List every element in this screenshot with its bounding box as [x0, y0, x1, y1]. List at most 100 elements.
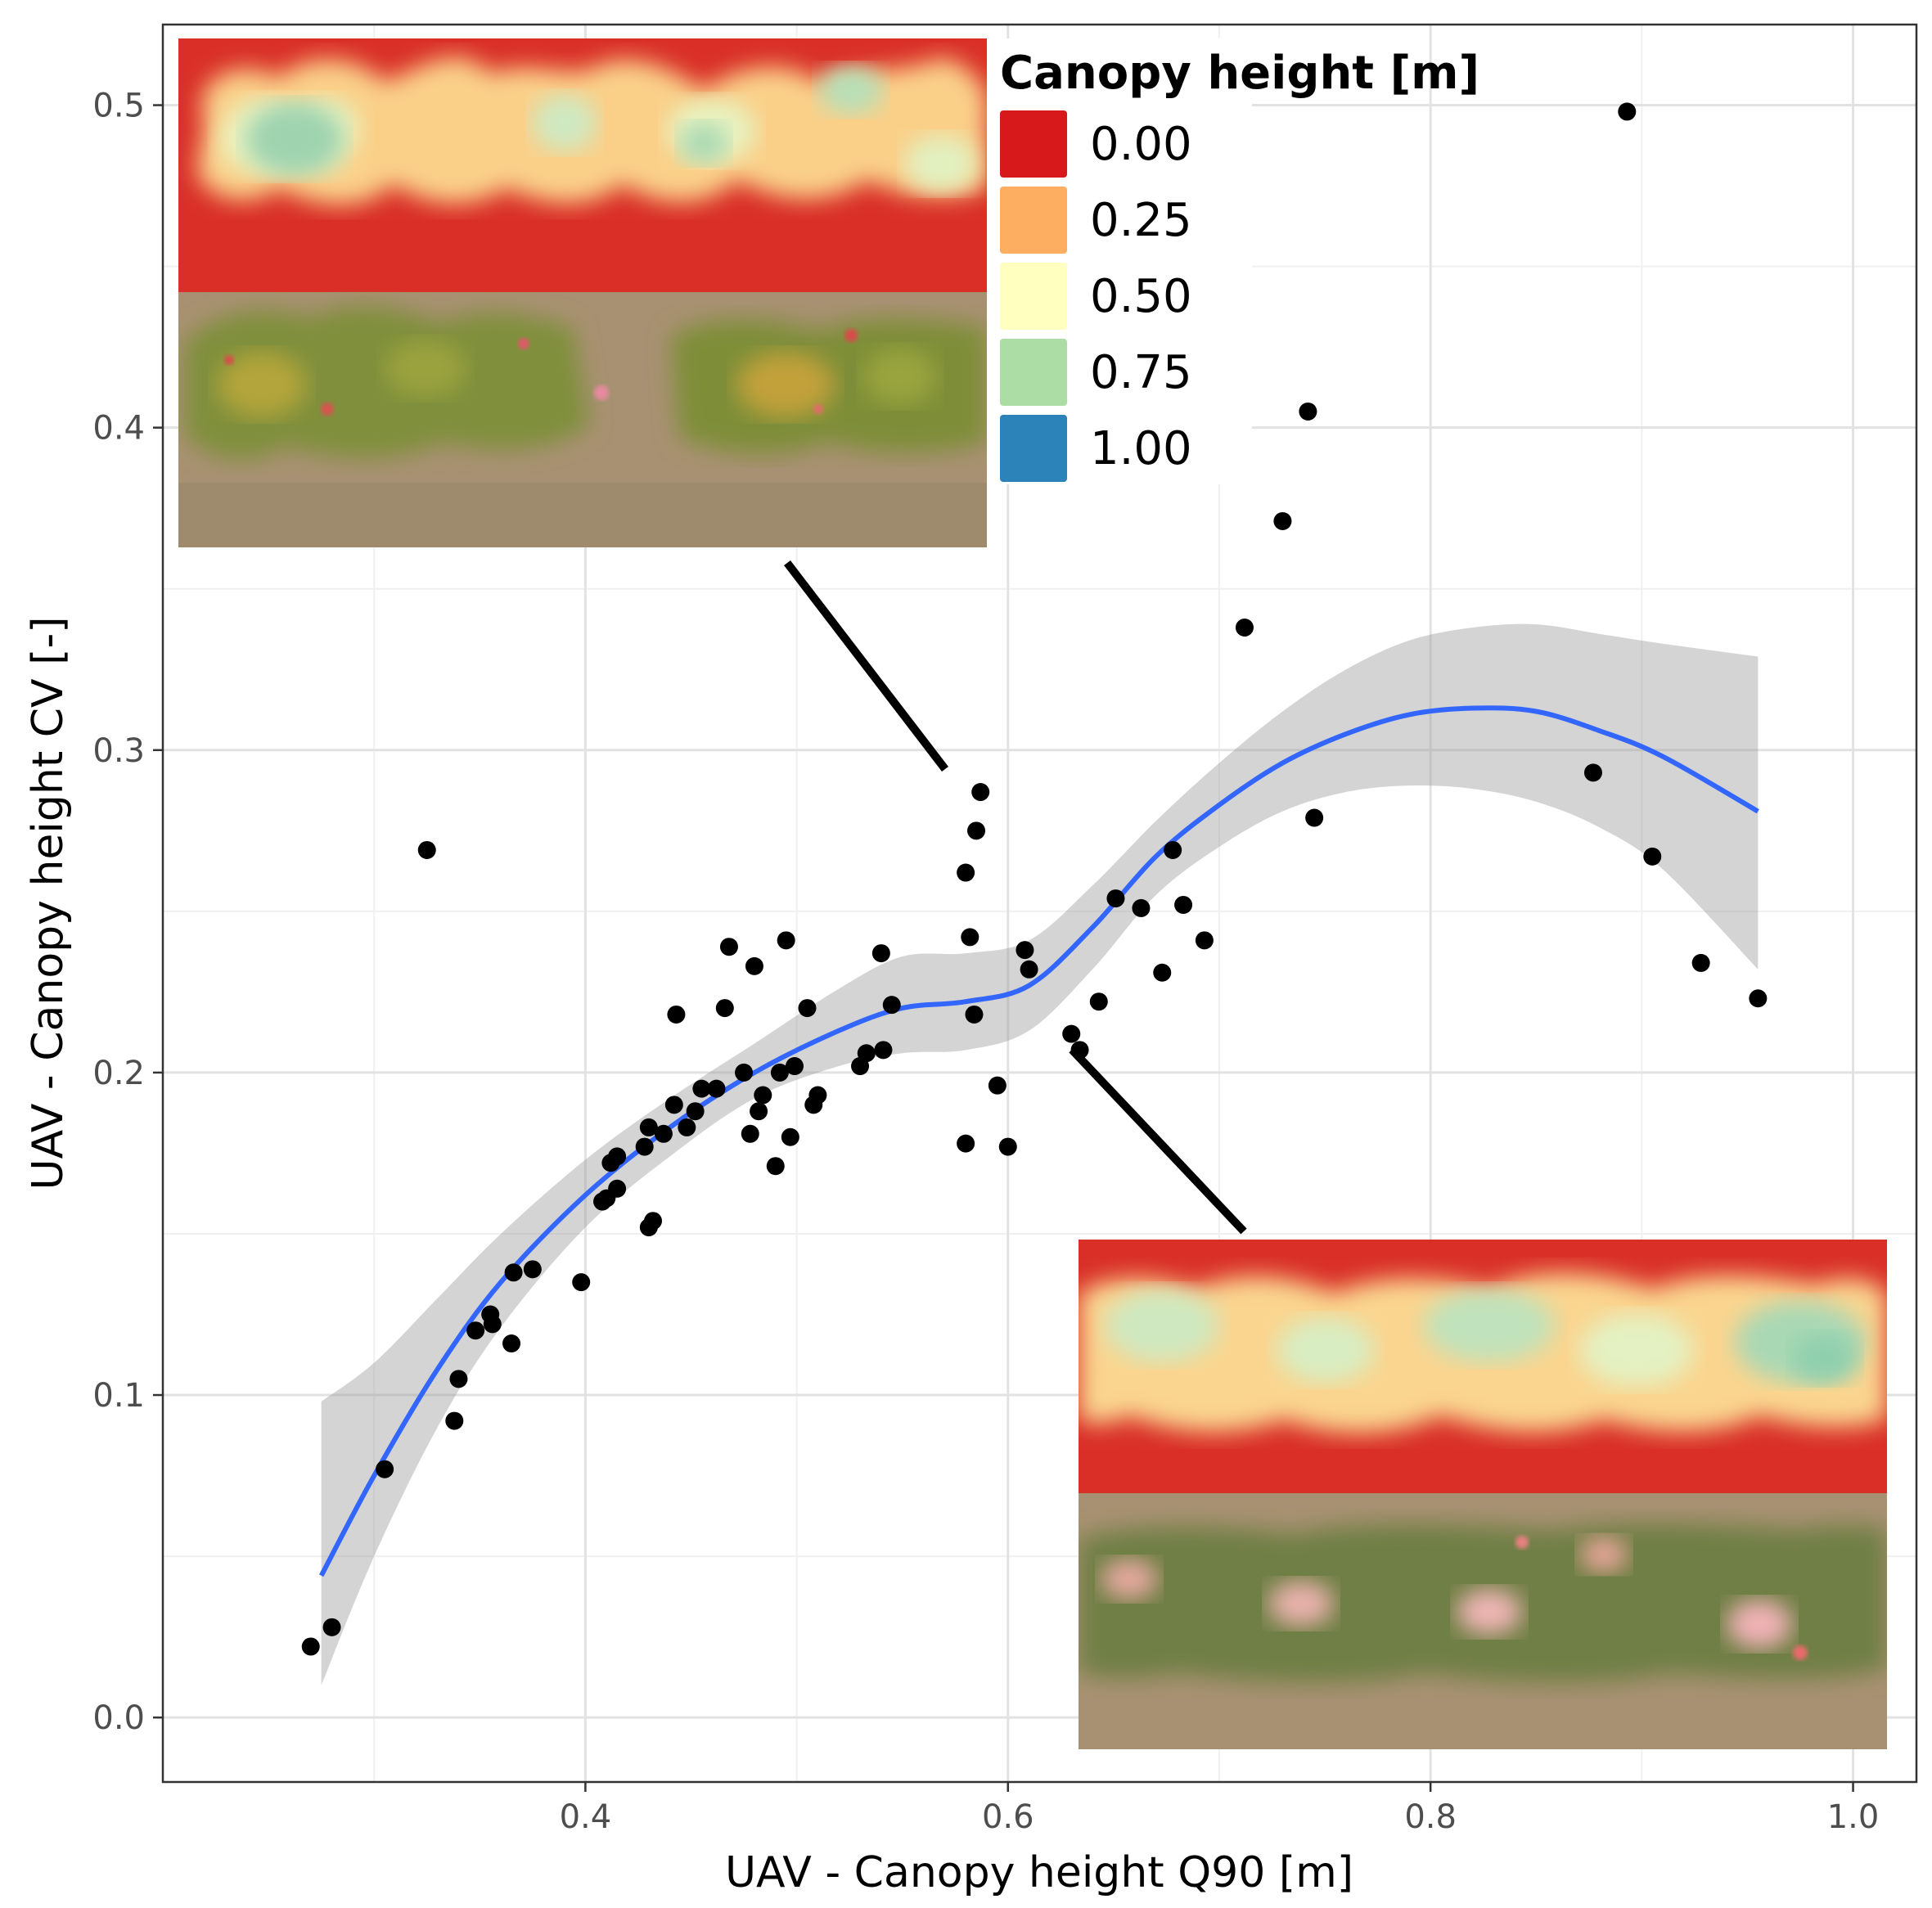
data-point	[1089, 992, 1108, 1011]
data-point	[798, 999, 817, 1018]
data-point	[808, 1086, 827, 1105]
data-point	[971, 783, 990, 802]
data-point	[376, 1460, 394, 1478]
data-point	[678, 1118, 696, 1136]
data-point	[967, 821, 986, 840]
x-axis-title: UAV - Canopy height Q90 [m]	[725, 1848, 1353, 1897]
data-point	[781, 1127, 799, 1146]
data-point	[1106, 889, 1125, 908]
data-point	[1235, 619, 1254, 637]
data-point	[301, 1637, 320, 1656]
data-point	[504, 1263, 523, 1282]
y-tick-label: 0.5	[92, 88, 145, 125]
data-point	[667, 1005, 686, 1024]
legend-label: 0.00	[1090, 118, 1192, 171]
data-point	[483, 1315, 502, 1334]
data-points	[301, 102, 1768, 1656]
data-point	[1618, 102, 1637, 121]
data-point	[523, 1260, 542, 1279]
inset-lower-right	[1079, 1240, 1887, 1749]
data-point	[1691, 953, 1710, 972]
data-point	[998, 1137, 1017, 1156]
legend-label: 0.25	[1090, 194, 1192, 247]
data-point	[664, 1096, 683, 1114]
data-point	[1164, 840, 1182, 859]
y-tick-label: 0.2	[92, 1055, 145, 1092]
data-point	[644, 1212, 663, 1231]
legend-title: Canopy height [m]	[1000, 47, 1479, 100]
data-point	[608, 1147, 627, 1166]
panel-border	[161, 23, 1918, 1784]
x-tick-label: 1.0	[1827, 1798, 1880, 1836]
aerial-photo-upper	[178, 292, 987, 547]
data-point	[1583, 763, 1602, 782]
inset-upper-left	[178, 38, 987, 547]
data-point	[871, 944, 890, 963]
data-point	[639, 1118, 658, 1136]
data-point	[965, 1005, 984, 1024]
data-point	[417, 840, 436, 859]
data-point	[635, 1137, 654, 1156]
legend-label: 0.75	[1090, 346, 1192, 399]
data-point	[1062, 1024, 1081, 1043]
data-point	[957, 1134, 975, 1153]
data-point	[686, 1102, 705, 1121]
canopy-height-map-upper	[178, 38, 987, 292]
y-axis-ticks: 0.0 0.1 0.2 0.3 0.4 0.5	[92, 88, 163, 1737]
data-point	[957, 863, 975, 882]
data-point	[1273, 511, 1292, 530]
data-point	[692, 1079, 711, 1098]
y-tick-label: 0.4	[92, 410, 145, 448]
legend-label: 1.00	[1090, 422, 1192, 475]
data-point	[785, 1057, 804, 1076]
data-point	[857, 1044, 876, 1063]
data-point	[1305, 808, 1324, 827]
connector-line-upper	[784, 560, 948, 772]
data-point	[882, 996, 901, 1015]
data-point	[735, 1063, 754, 1082]
data-point	[770, 1063, 789, 1082]
data-point	[1749, 989, 1768, 1008]
data-point	[1174, 895, 1193, 914]
data-point	[654, 1124, 673, 1143]
data-point	[988, 1076, 1007, 1095]
x-tick-label: 0.8	[1404, 1798, 1457, 1836]
data-point	[1643, 847, 1662, 866]
data-point	[466, 1321, 485, 1340]
data-point	[1195, 931, 1214, 950]
y-tick-label: 0.0	[92, 1699, 145, 1737]
y-tick-label: 0.3	[92, 732, 145, 770]
legend-entries: 0.00 0.25 0.50 0.75 1.00	[1000, 110, 1192, 482]
data-point	[1020, 960, 1038, 979]
data-point	[715, 999, 734, 1018]
canopy-height-map-lower	[1079, 1240, 1887, 1493]
data-point	[572, 1273, 591, 1292]
legend-swatch	[1000, 110, 1067, 178]
data-point	[502, 1334, 521, 1352]
data-point	[719, 938, 738, 956]
legend: Canopy height [m] 0.00 0.25 0.50 0.75 1.00	[987, 38, 1479, 484]
y-tick-label: 0.1	[92, 1377, 145, 1415]
x-axis-ticks: 0.4 0.6 0.8 1.0	[560, 1782, 1880, 1836]
data-point	[754, 1086, 772, 1105]
legend-swatch	[1000, 415, 1067, 482]
data-point	[874, 1041, 893, 1060]
data-point	[1153, 963, 1172, 982]
data-point	[961, 928, 980, 947]
data-point	[777, 931, 795, 950]
connector-line-lower	[1069, 1046, 1247, 1235]
data-point	[449, 1370, 468, 1388]
data-point	[745, 956, 763, 975]
y-axis-title: UAV - Canopy height CV [-]	[24, 617, 73, 1190]
legend-swatch	[1000, 263, 1067, 330]
data-point	[707, 1079, 726, 1098]
data-point	[766, 1157, 785, 1176]
data-point	[445, 1411, 464, 1430]
aerial-photo-lower	[1079, 1493, 1887, 1749]
data-point	[741, 1124, 759, 1143]
data-point	[608, 1179, 627, 1198]
data-point	[1299, 402, 1317, 421]
legend-swatch	[1000, 339, 1067, 406]
data-point	[322, 1618, 341, 1636]
